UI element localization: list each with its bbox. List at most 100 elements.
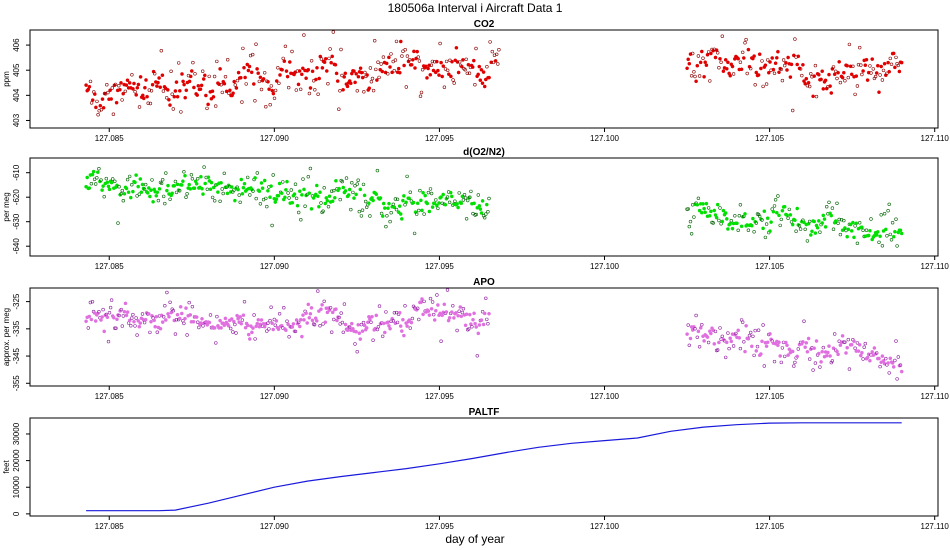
data-point [790,222,795,227]
data-point [284,69,289,73]
data-point [765,340,770,345]
data-point [164,171,168,175]
data-point [436,68,440,73]
data-point [353,342,357,346]
data-point [417,59,422,63]
data-point [871,67,875,71]
data-point [332,188,336,193]
data-point [688,336,693,341]
data-point [248,193,252,197]
plot-frame [29,417,939,517]
data-point [440,313,445,318]
data-point [214,104,218,108]
data-point [140,312,145,316]
data-point [245,62,250,67]
data-point [743,212,747,216]
data-point [893,229,897,234]
data-point [145,191,150,195]
data-point [477,64,482,69]
data-point [233,322,237,327]
data-point [698,326,703,330]
data-point [874,351,879,355]
data-point [409,320,414,325]
data-point [771,209,776,214]
data-point [720,334,724,338]
data-point [764,222,769,226]
data-point [836,221,840,226]
data-point [156,198,161,203]
data-point [809,233,813,237]
data-point [109,97,113,101]
data-point [714,215,719,220]
data-point [262,178,267,183]
data-point [162,315,166,319]
x-tick-label: 127.110 [921,134,950,143]
data-point [342,302,347,306]
data-point [798,227,803,231]
data-point [737,214,741,218]
data-point [739,224,744,229]
data-point [748,66,753,71]
data-point [302,187,306,192]
data-point [464,312,469,317]
x-tick-label: 127.085 [95,392,124,401]
data-point [461,58,465,62]
y-tick-label: -335 [12,320,21,337]
data-point [332,317,336,322]
data-point [323,320,328,325]
data-point [319,201,323,205]
series-line [86,422,902,512]
data-point [865,78,870,82]
data-point [754,221,758,225]
data-point [294,318,299,322]
data-point [369,79,374,84]
data-point [693,327,697,331]
data-point [119,192,123,196]
data-point [316,289,320,293]
data-point [161,89,166,93]
data-point [436,206,440,211]
data-point [157,76,161,80]
data-point [141,96,146,101]
data-point [777,340,781,345]
data-point [686,207,690,211]
data-point [220,90,225,95]
data-point [685,332,689,336]
data-point [371,338,375,342]
data-point [476,331,481,336]
x-tick-label: 127.110 [921,392,950,401]
data-point [798,67,803,71]
data-point [397,70,402,75]
data-point [408,190,412,194]
data-point [114,100,119,105]
data-point [270,223,274,228]
data-point [267,87,271,91]
data-point [294,196,299,201]
data-point [172,94,177,99]
data-point [179,183,184,187]
data-point [830,206,835,210]
data-point [87,186,92,190]
data-point [829,213,834,218]
data-point [838,343,843,348]
data-point [274,197,279,201]
data-point [426,190,431,195]
data-point [742,56,746,60]
y-tick-label: 20000 [12,449,21,472]
data-point [349,207,353,212]
data-point [849,72,854,77]
data-point [229,185,234,189]
data-point [326,205,331,209]
data-point [456,313,460,318]
data-point [737,336,742,340]
x-tick-label: 127.090 [260,134,289,143]
data-point [191,319,196,324]
data-point [890,361,895,365]
data-point [196,84,201,88]
data-point [729,219,733,223]
data-point [756,73,761,77]
data-point [888,232,892,237]
data-point [342,75,347,79]
data-point [102,195,106,199]
data-point [255,67,259,71]
